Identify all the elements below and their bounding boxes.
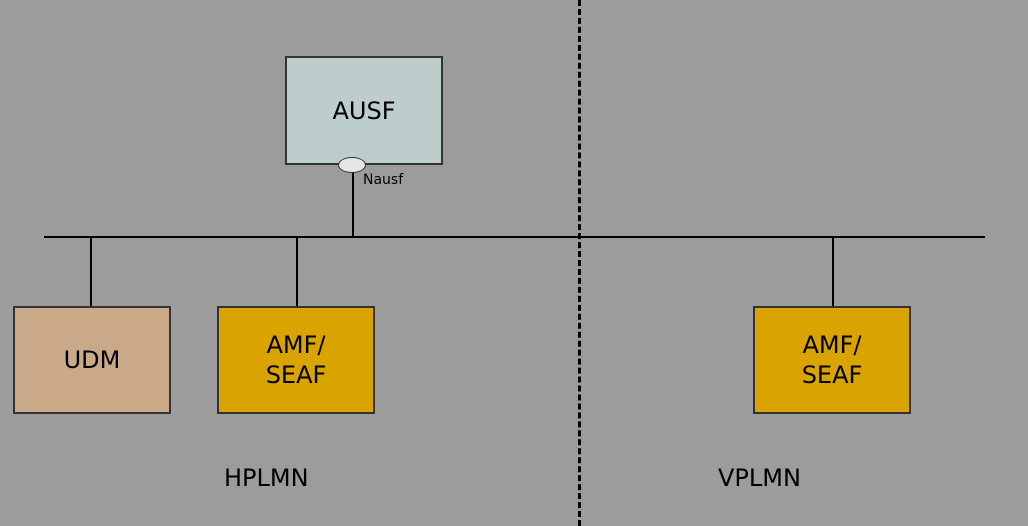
ausf-connector <box>352 165 354 236</box>
amf-visited-node: AMF/ SEAF <box>753 306 911 414</box>
hplmn-label: HPLMN <box>224 464 309 492</box>
udm-node: UDM <box>13 306 171 414</box>
service-bus-line <box>44 236 985 238</box>
diagram-canvas: AUSF Nausf UDM AMF/ SEAF AMF/ SEAF HPLMN… <box>0 0 1028 526</box>
ausf-port-label: Nausf <box>363 172 403 188</box>
amf-home-connector <box>296 236 298 306</box>
amf-home-node: AMF/ SEAF <box>217 306 375 414</box>
ausf-node: AUSF <box>285 56 443 165</box>
ausf-port <box>338 157 366 173</box>
amf-visited-label: AMF/ SEAF <box>802 330 863 390</box>
plmn-divider <box>578 0 581 526</box>
udm-connector <box>90 236 92 306</box>
amf-visited-connector <box>832 236 834 306</box>
amf-home-label: AMF/ SEAF <box>266 330 327 390</box>
vplmn-label: VPLMN <box>718 464 801 492</box>
ausf-label: AUSF <box>332 96 395 126</box>
udm-label: UDM <box>64 345 121 375</box>
